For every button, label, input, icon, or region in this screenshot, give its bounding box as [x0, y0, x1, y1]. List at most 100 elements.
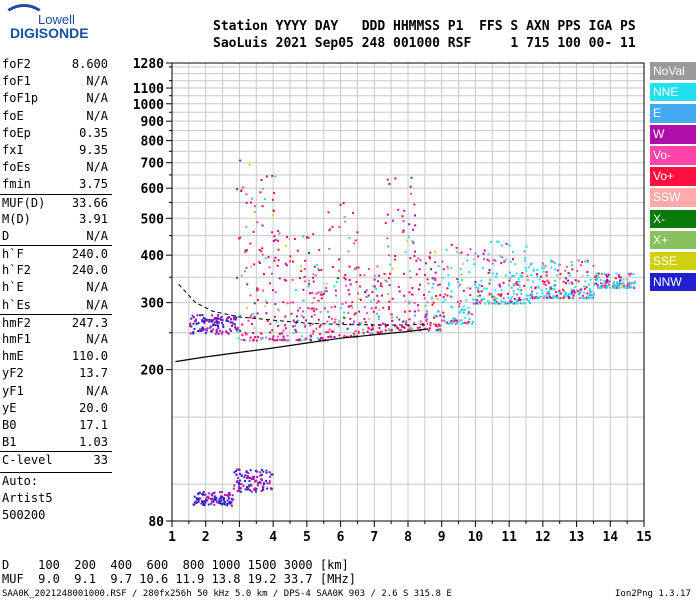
echo-point — [479, 290, 482, 293]
echo-point — [245, 307, 248, 310]
echo-point — [484, 302, 487, 305]
echo-point — [494, 275, 497, 278]
echo-point — [524, 256, 527, 259]
echo-point — [249, 476, 252, 479]
echo-point — [349, 335, 352, 338]
echo-point — [384, 279, 387, 282]
echo-point — [529, 286, 532, 289]
y-tick-label: 300 — [141, 297, 165, 312]
echo-point — [387, 328, 390, 331]
echo-point — [431, 286, 434, 289]
echo-point — [483, 249, 486, 252]
echo-point — [579, 288, 582, 291]
echo-point — [414, 250, 417, 253]
echo-point — [258, 248, 261, 251]
echo-point — [516, 288, 519, 291]
echo-point — [618, 280, 621, 283]
echo-point — [481, 267, 484, 270]
echo-point — [373, 285, 376, 288]
echo-point — [331, 225, 334, 228]
echo-point — [350, 304, 353, 307]
echo-point — [618, 286, 621, 289]
echo-point — [277, 248, 280, 251]
param-name: foF2 — [2, 57, 31, 71]
echo-point — [349, 317, 352, 320]
echo-point — [369, 332, 372, 335]
echo-point — [454, 319, 457, 322]
echo-point — [443, 315, 446, 318]
echo-point — [371, 328, 374, 331]
echo-point — [471, 323, 474, 326]
echo-point — [606, 286, 609, 289]
echo-point — [274, 291, 277, 294]
echo-point — [439, 329, 442, 332]
echo-point — [397, 208, 400, 211]
echo-point — [450, 266, 453, 269]
echo-point — [543, 283, 546, 286]
echo-point — [442, 300, 445, 303]
echo-point — [567, 297, 570, 300]
echo-point — [569, 274, 572, 277]
echo-point — [407, 329, 410, 332]
echo-point — [431, 303, 434, 306]
echo-point — [402, 272, 405, 275]
echo-point — [604, 286, 607, 289]
echo-point — [405, 321, 408, 324]
echo-point — [353, 313, 356, 316]
echo-point — [404, 310, 407, 313]
echo-point — [354, 329, 357, 332]
echo-point — [232, 498, 235, 501]
echo-point — [241, 323, 244, 326]
param-row: yF1 N/A — [0, 383, 112, 400]
echo-point — [215, 329, 218, 332]
echo-point — [191, 314, 194, 317]
echo-point — [594, 276, 597, 279]
echo-point — [261, 187, 264, 190]
echo-point — [344, 273, 347, 276]
param-value: 8.600 — [71, 57, 108, 71]
echo-point — [243, 476, 246, 479]
echo-point — [382, 306, 385, 309]
echo-point — [482, 252, 485, 255]
echo-point — [317, 291, 320, 294]
echo-point — [265, 469, 268, 472]
echo-point — [218, 491, 221, 494]
echo-point — [346, 327, 349, 330]
echo-point — [365, 289, 368, 292]
echo-point — [541, 264, 544, 267]
echo-point — [269, 322, 272, 325]
echo-point — [564, 282, 567, 285]
echo-point — [460, 251, 463, 254]
echo-point — [489, 279, 492, 282]
echo-point — [407, 324, 410, 327]
echo-point — [306, 306, 309, 309]
echo-point — [559, 297, 562, 300]
echo-point — [297, 339, 300, 342]
echo-point — [197, 500, 200, 503]
echo-point — [418, 268, 421, 271]
echo-point — [408, 301, 411, 304]
echo-point — [277, 239, 280, 242]
echo-point — [256, 312, 259, 315]
echo-point — [238, 489, 241, 492]
echo-point — [468, 271, 471, 274]
echo-point — [574, 279, 577, 282]
auto-scaler-l3: 500200 — [2, 507, 46, 522]
echo-point — [232, 322, 235, 325]
echo-point — [401, 215, 404, 218]
echo-point — [227, 320, 230, 323]
echo-point — [499, 285, 502, 288]
echo-point — [439, 294, 442, 297]
echo-point — [202, 503, 205, 506]
echo-point — [228, 328, 231, 331]
echo-point — [193, 328, 196, 331]
param-value: N/A — [86, 91, 108, 106]
echo-point — [542, 297, 545, 300]
echo-point — [214, 324, 217, 327]
echo-point — [511, 275, 514, 278]
echo-point — [413, 254, 416, 257]
echo-point — [210, 494, 213, 497]
echo-point — [559, 273, 562, 276]
echo-cluster — [188, 314, 238, 335]
